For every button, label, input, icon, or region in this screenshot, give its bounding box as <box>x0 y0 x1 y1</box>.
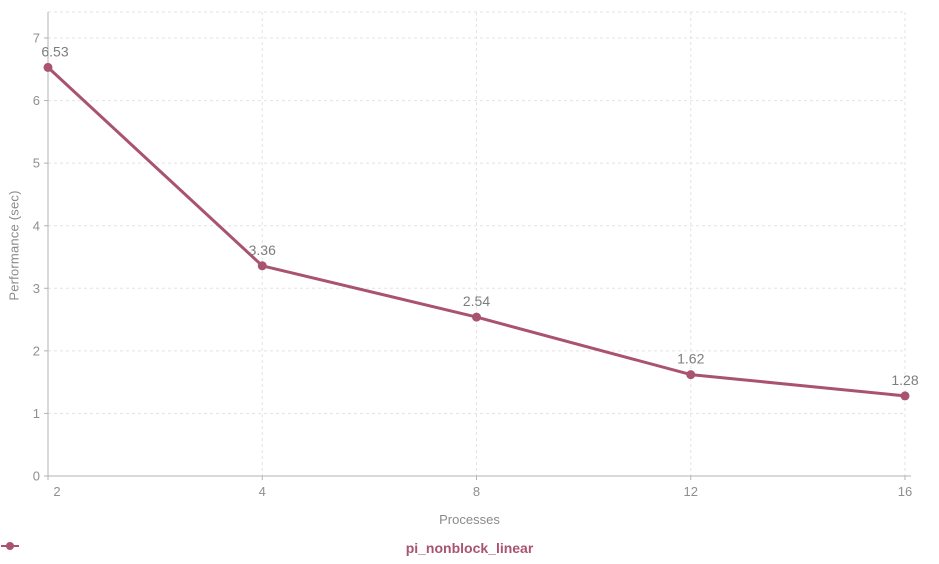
y-tick-label: 6 <box>33 93 40 108</box>
data-point[interactable] <box>43 62 53 72</box>
x-tick-label: 12 <box>684 484 698 499</box>
legend-label: pi_nonblock_linear <box>405 540 534 556</box>
y-tick-label: 2 <box>33 343 40 358</box>
y-tick-label: 5 <box>33 156 40 171</box>
data-point-label: 1.62 <box>677 351 704 367</box>
x-tick-label: 8 <box>473 484 480 499</box>
x-tick-label: 2 <box>53 484 60 499</box>
y-tick-label: 7 <box>33 31 40 46</box>
gridlines <box>47 11 906 477</box>
data-point-label: 3.36 <box>249 242 276 258</box>
data-labels: 6.53 3.36 2.54 1.62 1.28 <box>41 43 918 388</box>
data-point-label: 1.28 <box>891 372 918 388</box>
data-point-label: 6.53 <box>41 43 68 59</box>
y-tick-label: 1 <box>33 406 40 421</box>
y-axis-title: Performance (sec) <box>6 190 22 301</box>
legend-item-pi-nonblock-linear[interactable]: pi_nonblock_linear <box>0 540 939 556</box>
series-pi-nonblock-linear <box>43 62 910 401</box>
y-tick-label: 4 <box>33 218 40 233</box>
data-point[interactable] <box>686 370 696 380</box>
data-point[interactable] <box>257 261 267 271</box>
data-point[interactable] <box>900 391 910 401</box>
legend-marker-icon <box>1 542 19 550</box>
x-axis-title: Processes <box>439 512 500 527</box>
y-tick-label: 3 <box>33 281 40 296</box>
data-point-label: 2.54 <box>463 293 490 309</box>
data-point[interactable] <box>472 312 481 322</box>
x-tick-label: 16 <box>898 484 912 499</box>
x-tick-label: 4 <box>259 484 266 499</box>
y-tick-label: 0 <box>33 469 40 484</box>
